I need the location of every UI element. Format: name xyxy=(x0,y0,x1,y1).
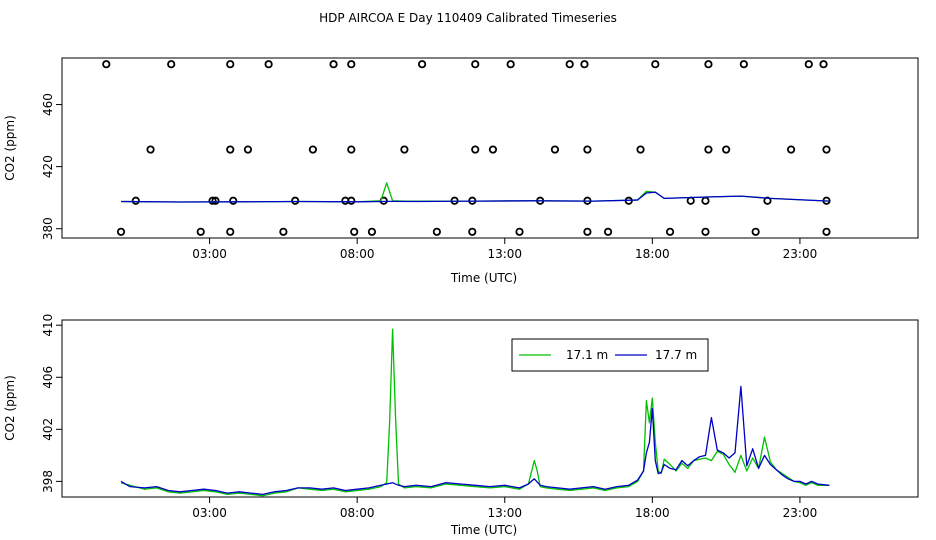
scatter-point xyxy=(211,196,220,205)
legend-label-17-1m: 17.1 m xyxy=(566,348,608,362)
x-tick-label: 13:00 xyxy=(487,506,522,520)
scatter-point xyxy=(329,60,338,69)
bottom-panel: 03:00 08:00 13:00 18:00 23:00 398 402 406 410 T… xyxy=(3,314,919,537)
top-plot-frame xyxy=(61,57,919,239)
top-y-axis-label: CO2 (ppm) xyxy=(3,115,17,181)
scatter-point xyxy=(208,196,217,205)
scatter-point xyxy=(471,60,480,69)
scatter-point xyxy=(636,145,645,154)
scatter-point xyxy=(471,145,480,154)
scatter-point xyxy=(131,196,140,205)
chart-title: HDP AIRCOA E Day 110409 Calibrated Times… xyxy=(319,11,617,25)
scatter-point xyxy=(226,145,235,154)
bottom-y-axis-label: CO2 (ppm) xyxy=(3,375,17,441)
x-tick-label: 18:00 xyxy=(635,506,670,520)
scatter-point xyxy=(786,145,796,154)
scatter-point xyxy=(367,227,377,236)
x-tick-label: 23:00 xyxy=(783,247,818,261)
bottom-y-axis: 398 402 406 410 xyxy=(41,314,62,493)
top-series-lines xyxy=(120,182,830,203)
scatter-point xyxy=(580,60,589,69)
scatter-point xyxy=(565,60,574,69)
scatter-point xyxy=(418,60,427,69)
y-tick-label: 406 xyxy=(41,366,55,389)
scatter-point xyxy=(264,60,273,69)
x-tick-label: 18:00 xyxy=(635,247,670,261)
scatter-point xyxy=(822,227,831,236)
scatter-point xyxy=(432,227,441,236)
scatter-point xyxy=(196,227,205,236)
scatter-point xyxy=(804,60,813,69)
scatter-point xyxy=(146,145,155,154)
scatter-point xyxy=(515,227,524,236)
x-tick-label: 08:00 xyxy=(340,247,375,261)
scatter-point xyxy=(583,227,592,236)
top-scatter-points xyxy=(102,60,831,236)
legend-label-17-7m: 17.7 m xyxy=(655,348,697,362)
scatter-point xyxy=(279,227,288,236)
x-tick-label: 03:00 xyxy=(192,506,227,520)
scatter-point xyxy=(350,227,359,236)
scatter-point xyxy=(651,60,660,69)
top-x-axis-label: Time (UTC) xyxy=(450,271,517,285)
scatter-point xyxy=(347,196,356,205)
scatter-point xyxy=(819,60,828,69)
x-tick-label: 23:00 xyxy=(783,506,818,520)
top-y-axis: 380 420 460 xyxy=(41,93,62,240)
scatter-point xyxy=(116,227,126,236)
scatter-point xyxy=(226,60,235,69)
bottom-x-axis-label: Time (UTC) xyxy=(450,523,517,537)
scatter-point xyxy=(665,227,675,236)
scatter-point xyxy=(704,145,713,154)
scatter-point xyxy=(739,60,748,69)
scatter-point xyxy=(550,145,560,154)
scatter-point xyxy=(822,145,831,154)
x-tick-label: 13:00 xyxy=(487,247,522,261)
scatter-point xyxy=(488,145,498,154)
scatter-point xyxy=(506,60,515,69)
top-panel: 03:00 08:00 13:00 18:00 23:00 380 420 460 Time… xyxy=(3,57,919,285)
y-tick-label: 420 xyxy=(41,155,55,178)
scatter-point xyxy=(603,227,613,236)
scatter-point xyxy=(722,145,731,154)
x-tick-label: 08:00 xyxy=(340,506,375,520)
series-line-1 xyxy=(120,328,830,497)
scatter-point xyxy=(347,145,356,154)
scatter-point xyxy=(347,60,356,69)
scatter-point xyxy=(243,145,253,154)
y-tick-label: 410 xyxy=(41,314,55,337)
bottom-series-lines xyxy=(120,328,830,497)
scatter-point xyxy=(701,227,710,236)
top-x-axis: 03:00 08:00 13:00 18:00 23:00 xyxy=(192,238,817,261)
scatter-point xyxy=(686,196,695,205)
scatter-point xyxy=(751,227,760,236)
scatter-point xyxy=(226,227,235,236)
scatter-point xyxy=(704,60,713,69)
scatter-point xyxy=(167,60,176,69)
scatter-point xyxy=(400,145,409,154)
scatter-point xyxy=(102,60,111,69)
y-tick-label: 398 xyxy=(41,470,55,493)
scatter-point xyxy=(229,196,238,205)
scatter-point xyxy=(291,196,300,205)
legend: 17.1 m 17.7 m xyxy=(511,338,709,372)
y-tick-label: 402 xyxy=(41,418,55,441)
scatter-point xyxy=(468,227,477,236)
y-tick-label: 460 xyxy=(41,93,55,116)
series-line-2 xyxy=(120,191,830,203)
scatter-point xyxy=(583,145,592,154)
scatter-point xyxy=(308,145,317,154)
bottom-plot-frame xyxy=(61,319,919,498)
series-line-2 xyxy=(120,385,830,496)
x-tick-label: 03:00 xyxy=(192,247,227,261)
y-tick-label: 380 xyxy=(41,217,55,240)
scatter-point xyxy=(701,196,710,205)
bottom-x-axis: 03:00 08:00 13:00 18:00 23:00 xyxy=(192,497,817,520)
